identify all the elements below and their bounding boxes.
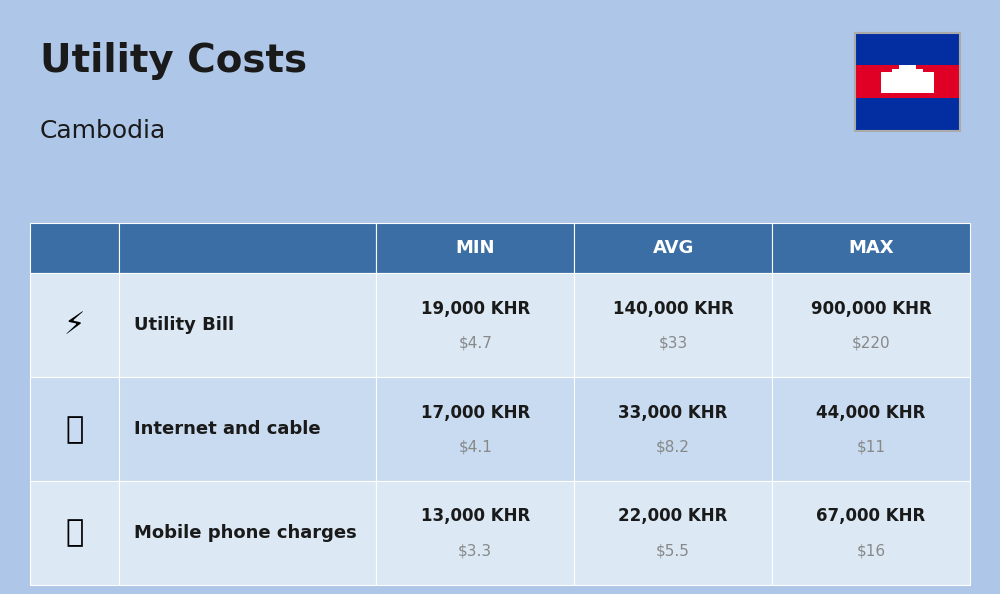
- Text: Utility Bill: Utility Bill: [134, 316, 234, 334]
- Text: 67,000 KHR: 67,000 KHR: [816, 507, 926, 526]
- FancyBboxPatch shape: [772, 377, 970, 481]
- FancyBboxPatch shape: [376, 223, 574, 273]
- FancyBboxPatch shape: [855, 33, 960, 65]
- Text: ⚡: ⚡: [64, 311, 85, 340]
- Text: 33,000 KHR: 33,000 KHR: [618, 403, 728, 422]
- FancyBboxPatch shape: [574, 481, 772, 585]
- Text: AVG: AVG: [652, 239, 694, 257]
- Text: Internet and cable: Internet and cable: [134, 420, 321, 438]
- FancyBboxPatch shape: [574, 223, 772, 273]
- Text: $4.1: $4.1: [458, 440, 492, 454]
- FancyBboxPatch shape: [772, 481, 970, 585]
- Text: MAX: MAX: [848, 239, 894, 257]
- FancyBboxPatch shape: [376, 273, 574, 377]
- FancyBboxPatch shape: [574, 377, 772, 481]
- FancyBboxPatch shape: [30, 273, 119, 377]
- Text: $4.7: $4.7: [458, 336, 492, 350]
- Text: 13,000 KHR: 13,000 KHR: [421, 507, 530, 526]
- FancyBboxPatch shape: [119, 377, 376, 481]
- Text: 📶: 📶: [65, 415, 84, 444]
- FancyBboxPatch shape: [855, 98, 960, 131]
- FancyBboxPatch shape: [892, 69, 923, 77]
- Text: ἽB: ἽB: [898, 74, 917, 89]
- Text: Utility Costs: Utility Costs: [40, 42, 307, 80]
- FancyBboxPatch shape: [119, 223, 376, 273]
- FancyBboxPatch shape: [376, 481, 574, 585]
- Text: 140,000 KHR: 140,000 KHR: [613, 299, 734, 318]
- Text: 22,000 KHR: 22,000 KHR: [618, 507, 728, 526]
- FancyBboxPatch shape: [574, 273, 772, 377]
- Text: Cambodia: Cambodia: [40, 119, 166, 143]
- FancyBboxPatch shape: [772, 223, 970, 273]
- Text: 44,000 KHR: 44,000 KHR: [816, 403, 926, 422]
- FancyBboxPatch shape: [30, 481, 119, 585]
- Text: 📱: 📱: [65, 519, 84, 548]
- Text: 17,000 KHR: 17,000 KHR: [421, 403, 530, 422]
- FancyBboxPatch shape: [376, 377, 574, 481]
- Text: $5.5: $5.5: [656, 544, 690, 558]
- Text: $33: $33: [659, 336, 688, 350]
- Text: 900,000 KHR: 900,000 KHR: [811, 299, 931, 318]
- FancyBboxPatch shape: [119, 481, 376, 585]
- Text: $11: $11: [857, 440, 886, 454]
- Text: $220: $220: [852, 336, 890, 350]
- FancyBboxPatch shape: [881, 72, 934, 93]
- Text: MIN: MIN: [456, 239, 495, 257]
- Text: $3.3: $3.3: [458, 544, 492, 558]
- FancyBboxPatch shape: [119, 273, 376, 377]
- Text: $16: $16: [856, 544, 886, 558]
- FancyBboxPatch shape: [855, 65, 960, 98]
- FancyBboxPatch shape: [899, 65, 916, 72]
- Text: Mobile phone charges: Mobile phone charges: [134, 524, 357, 542]
- Text: $8.2: $8.2: [656, 440, 690, 454]
- FancyBboxPatch shape: [30, 377, 119, 481]
- FancyBboxPatch shape: [30, 223, 119, 273]
- FancyBboxPatch shape: [772, 273, 970, 377]
- Text: 19,000 KHR: 19,000 KHR: [421, 299, 530, 318]
